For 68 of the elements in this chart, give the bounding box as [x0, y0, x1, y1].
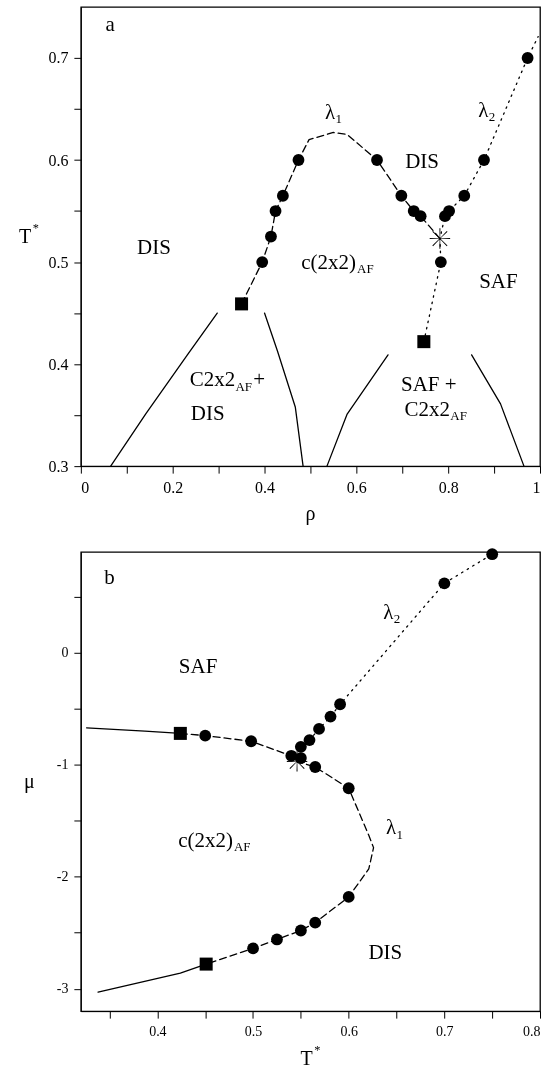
point [235, 297, 249, 311]
point [271, 933, 283, 946]
point [324, 710, 337, 723]
point [199, 729, 212, 742]
y-tick-label: -1 [56, 757, 69, 773]
x-tick-label: 0.8 [438, 478, 459, 496]
annotation: SAF [178, 653, 218, 678]
point [245, 735, 258, 748]
point [173, 726, 187, 740]
annotation: DIS [405, 149, 439, 174]
y-tick-label: -2 [56, 869, 69, 885]
point [269, 205, 282, 217]
annotation: b [104, 564, 115, 589]
x-tick-label: 0.2 [163, 478, 184, 496]
annotation: SAF + [401, 372, 457, 397]
point [478, 154, 490, 166]
y-axis-title: μ [23, 769, 35, 793]
x-tick-label: 1 [532, 478, 541, 496]
x-tick-label: 0.6 [340, 1023, 358, 1039]
y-tick-label: 0 [61, 645, 69, 661]
point [313, 723, 325, 735]
x-tick-label: 0.4 [255, 478, 276, 496]
point [438, 577, 451, 590]
point [443, 205, 456, 217]
annotation: SAF [479, 269, 518, 294]
point [309, 916, 322, 929]
annotation: DIS [368, 939, 403, 964]
point [247, 942, 259, 955]
y-tick-label: 0.4 [48, 355, 69, 373]
annotation: DIS [190, 401, 225, 426]
x-tick-label: 0.5 [244, 1023, 263, 1039]
point [309, 761, 322, 773]
point [458, 189, 471, 202]
point [303, 734, 316, 747]
x-tick-label: 0 [81, 478, 90, 496]
annotation: DIS [137, 234, 171, 259]
y-tick-label: 0.7 [48, 49, 69, 67]
y-tick-label: -3 [56, 981, 69, 997]
point [342, 782, 355, 795]
point [276, 189, 289, 202]
point [286, 751, 308, 772]
x-tick-label: 0.6 [346, 478, 367, 496]
point [417, 335, 431, 349]
x-tick-label: 0.4 [149, 1023, 167, 1039]
y-tick-label: 0.3 [48, 457, 69, 475]
point [292, 154, 305, 166]
point [334, 698, 346, 711]
y-tick-label: 0.6 [48, 151, 69, 169]
point [434, 256, 447, 268]
point [429, 228, 451, 249]
point [342, 891, 355, 903]
point [199, 957, 213, 971]
x-axis-title: ρ [305, 502, 316, 526]
y-tick-label: 0.5 [48, 253, 69, 271]
point [265, 230, 277, 243]
annotation: a [105, 12, 116, 37]
x-tick-label: 0.7 [436, 1023, 454, 1039]
point [521, 52, 534, 64]
x-tick-label: 0.8 [523, 1023, 541, 1039]
point [294, 924, 307, 937]
point [371, 154, 383, 166]
point [395, 189, 408, 202]
point [486, 548, 499, 561]
y-axis-title: T* [19, 220, 39, 247]
point [414, 210, 427, 223]
point [256, 256, 269, 268]
x-axis-title: T* [300, 1043, 321, 1070]
point [294, 740, 307, 753]
